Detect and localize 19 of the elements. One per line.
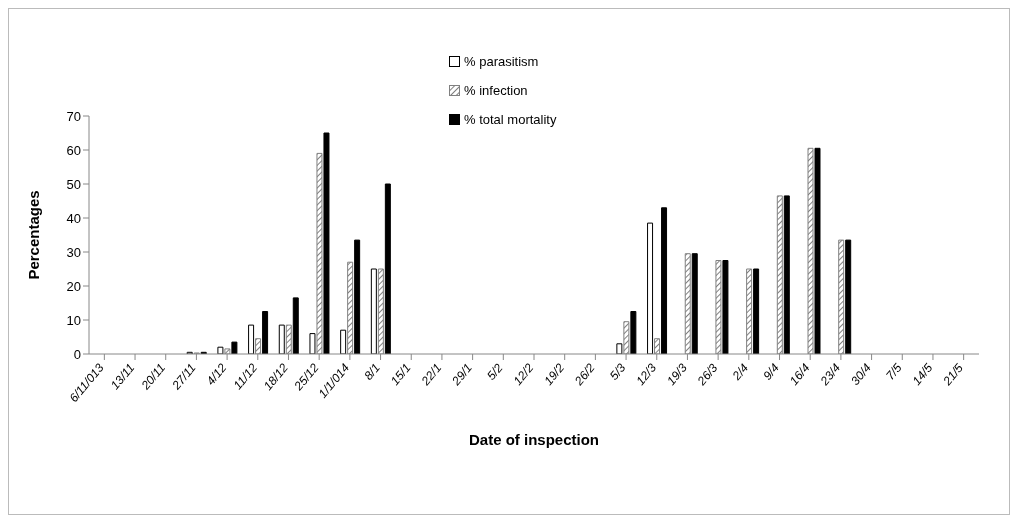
y-tick-label: 50 <box>66 176 81 192</box>
x-tick-label: 5/3 <box>606 360 629 383</box>
y-tick-label: 40 <box>66 210 81 226</box>
x-tick-label: 5/2 <box>484 360 506 383</box>
legend-label: % total mortality <box>464 112 557 127</box>
y-tick-label: 10 <box>66 312 81 328</box>
x-tick-label: 8/1 <box>361 360 383 383</box>
legend-label: % infection <box>464 83 528 98</box>
y-axis-title: Percentages <box>25 190 43 280</box>
legend-label: % parasitism <box>464 54 539 69</box>
y-tick-label: 0 <box>73 346 81 362</box>
x-axis-title: Date of inspection <box>468 430 600 448</box>
y-tick-label: 70 <box>66 108 81 124</box>
y-tick-label: 30 <box>66 244 81 260</box>
y-tick-label: 60 <box>66 142 81 158</box>
x-tick-label: 9/4 <box>760 360 783 383</box>
y-tick-label: 20 <box>66 278 81 294</box>
x-tick-label: 2/4 <box>729 360 752 384</box>
x-tick-label: 7/5 <box>883 360 905 383</box>
